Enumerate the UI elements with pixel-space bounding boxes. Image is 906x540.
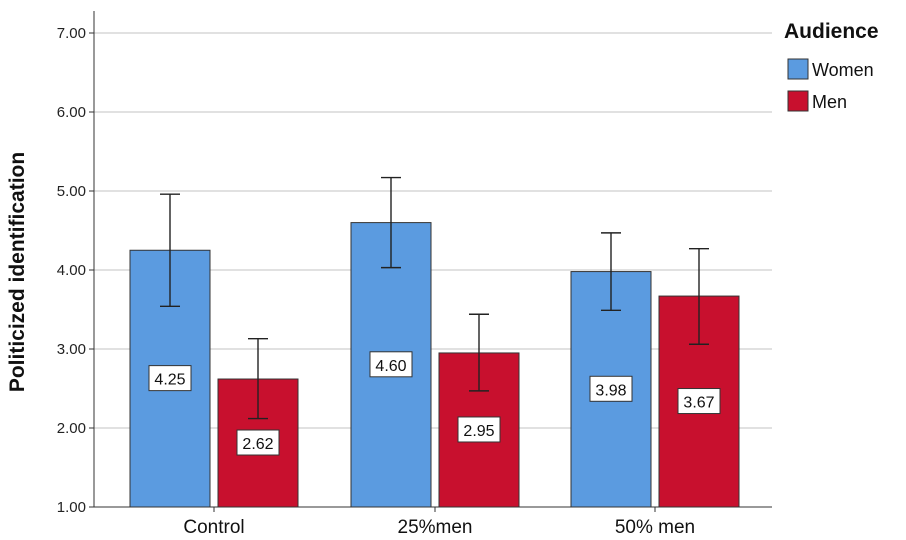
category-label: 25%men [398,517,473,538]
y-tick-label: 4.00 [57,262,86,279]
data-label: 4.25 [154,372,185,389]
data-label: 2.95 [463,423,494,440]
legend: Audience Women Men [784,20,879,112]
y-tick-label: 3.00 [57,341,86,358]
x-axis-categories: Control 25%men 50% men [183,507,695,538]
y-tick-label: 5.00 [57,183,86,200]
data-label: 4.60 [375,358,406,375]
data-label-box [369,351,413,378]
legend-swatch-men [787,90,809,112]
data-label-box [677,388,721,415]
bars [129,222,740,508]
y-axis-ticks: 1.00 2.00 3.00 4.00 5.00 6.00 7.00 [57,25,94,516]
data-labels: 4.25 2.62 4.60 2.95 3.98 3.67 [148,351,721,456]
category-label: Control [183,517,244,538]
data-label-box [589,375,633,402]
legend-label-women: Women [812,60,874,80]
y-tick-label: 1.00 [57,499,86,516]
data-label: 3.67 [683,395,714,412]
y-tick-label: 2.00 [57,420,86,437]
data-label-box [457,416,501,443]
category-label: 50% men [615,517,695,538]
y-axis-label: Politicized identification [6,152,29,392]
legend-swatch-women [787,58,809,80]
legend-title: Audience [784,20,879,43]
data-label-box [236,429,280,456]
y-tick-label: 7.00 [57,25,86,42]
error-bars [160,176,709,420]
data-label: 3.98 [595,382,626,399]
y-tick-label: 6.00 [57,104,86,121]
legend-label-men: Men [812,92,847,112]
data-label: 2.62 [242,436,273,453]
data-label-box [148,365,192,392]
